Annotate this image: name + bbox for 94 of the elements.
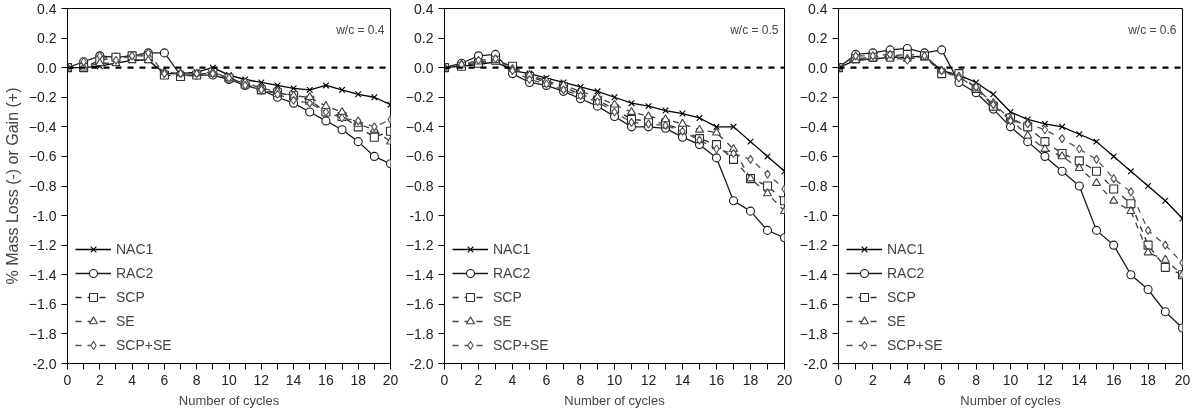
y-tick-label: -1.0 — [803, 207, 828, 224]
y-tick-label: −0.8 — [405, 178, 434, 194]
x-tick-label: 20 — [382, 371, 399, 388]
legend-label: NAC1 — [493, 241, 531, 257]
legend-label: RAC2 — [493, 265, 531, 281]
annotation: w/c = 0.5 — [729, 22, 779, 37]
legend-label: SE — [493, 313, 513, 329]
x-axis-title: Number of cycles — [960, 392, 1062, 408]
x-tick-label: 16 — [708, 371, 725, 388]
x-tick-label: 2 — [869, 371, 878, 388]
legend-label: NAC1 — [887, 241, 925, 257]
x-tick-label: 10 — [606, 371, 623, 388]
y-tick-label: −0.2 — [799, 89, 828, 106]
y-tick-label: -1.0 — [32, 207, 57, 224]
legend-label: NAC1 — [116, 241, 154, 257]
x-axis-title: Number of cycles — [564, 392, 666, 408]
x-tick-label: 14 — [1071, 371, 1088, 388]
x-tick-label: 12 — [640, 371, 657, 388]
x-tick-label: 4 — [903, 371, 912, 388]
y-tick-label: 0.0 — [414, 59, 434, 76]
x-tick-label: 20 — [1174, 371, 1191, 388]
y-tick-label: 0.2 — [414, 30, 434, 47]
y-tick-label: −0.6 — [405, 148, 434, 165]
x-tick-label: 10 — [1002, 371, 1019, 388]
x-tick-label: 8 — [576, 371, 585, 388]
y-tick-label: 0.0 — [37, 59, 57, 76]
y-tick-label: −1.4 — [799, 266, 828, 283]
y-tick-label: 0.2 — [37, 30, 57, 47]
legend-label: SCP+SE — [493, 337, 549, 353]
x-tick-label: 4 — [508, 371, 517, 388]
y-tick-label: −1.8 — [28, 325, 57, 342]
x-tick-label: 2 — [474, 371, 483, 388]
y-tick-label: −0.8 — [28, 178, 57, 194]
legend-label: SCP — [116, 289, 145, 305]
x-tick-label: 12 — [253, 371, 270, 388]
y-tick-label: −1.4 — [405, 266, 434, 283]
y-tick-label: 0.4 — [414, 0, 434, 17]
x-tick-label: 18 — [350, 371, 367, 388]
x-tick-label: 8 — [192, 371, 201, 388]
y-tick-label: −0.4 — [28, 118, 57, 135]
y-tick-label: -2.0 — [803, 355, 828, 372]
x-tick-label: 6 — [542, 371, 551, 388]
legend-label: SE — [887, 313, 907, 329]
y-tick-label: −1.2 — [799, 237, 828, 254]
x-tick-label: 6 — [160, 371, 169, 388]
y-axis-title: % Mass Loss (-) or Gain (+) — [3, 87, 21, 285]
y-tick-label: -2.0 — [409, 355, 434, 372]
x-tick-label: 0 — [63, 371, 72, 388]
y-tick-label: −1.8 — [799, 325, 828, 342]
x-tick-label: 16 — [318, 371, 334, 388]
x-tick-label: 12 — [1037, 371, 1053, 388]
x-tick-label: 0 — [440, 371, 449, 388]
x-tick-label: 4 — [128, 371, 137, 388]
legend-label: SE — [116, 313, 136, 329]
annotation: w/c = 0.4 — [335, 22, 385, 37]
legend-label: RAC2 — [116, 265, 154, 281]
y-tick-label: 0.2 — [808, 30, 828, 47]
y-tick-label: −0.6 — [799, 148, 828, 165]
x-tick-label: 18 — [1140, 371, 1157, 388]
x-tick-label: 20 — [776, 371, 793, 388]
y-tick-label: 0.4 — [808, 0, 828, 17]
y-tick-label: -2.0 — [32, 355, 57, 372]
y-tick-label: 0.0 — [808, 59, 828, 76]
x-tick-label: 18 — [742, 371, 759, 388]
y-tick-label: −0.8 — [799, 178, 828, 194]
legend-label: SCP — [493, 289, 522, 305]
y-tick-label: 0.4 — [37, 0, 57, 17]
y-tick-label: −1.6 — [799, 296, 828, 313]
x-tick-label: 14 — [674, 371, 691, 388]
x-tick-label: 16 — [1105, 371, 1122, 388]
y-tick-label: −1.6 — [405, 296, 434, 313]
y-tick-label: −0.4 — [405, 118, 434, 135]
legend-label: SCP — [887, 289, 916, 305]
x-tick-label: 8 — [972, 371, 981, 388]
x-tick-label: 6 — [937, 371, 946, 388]
x-tick-label: 0 — [834, 371, 843, 388]
legend-label: SCP+SE — [887, 337, 943, 353]
annotation: w/c = 0.6 — [1127, 22, 1177, 37]
x-axis-title: Number of cycles — [178, 392, 280, 408]
y-tick-label: −1.2 — [405, 237, 434, 254]
y-tick-label: −1.6 — [28, 296, 57, 313]
y-tick-label: −0.4 — [799, 118, 828, 135]
legend-label: SCP+SE — [116, 337, 172, 353]
y-tick-label: −0.6 — [28, 148, 57, 165]
y-tick-label: −1.4 — [28, 266, 57, 283]
y-tick-label: −0.2 — [405, 89, 434, 106]
x-tick-label: 10 — [221, 371, 237, 388]
y-tick-label: -1.0 — [409, 207, 434, 224]
x-tick-label: 14 — [285, 371, 302, 388]
y-tick-label: −1.8 — [405, 325, 434, 342]
legend-label: RAC2 — [887, 265, 925, 281]
y-tick-label: −1.2 — [28, 237, 57, 254]
x-tick-label: 2 — [95, 371, 104, 388]
y-tick-label: −0.2 — [28, 89, 57, 106]
